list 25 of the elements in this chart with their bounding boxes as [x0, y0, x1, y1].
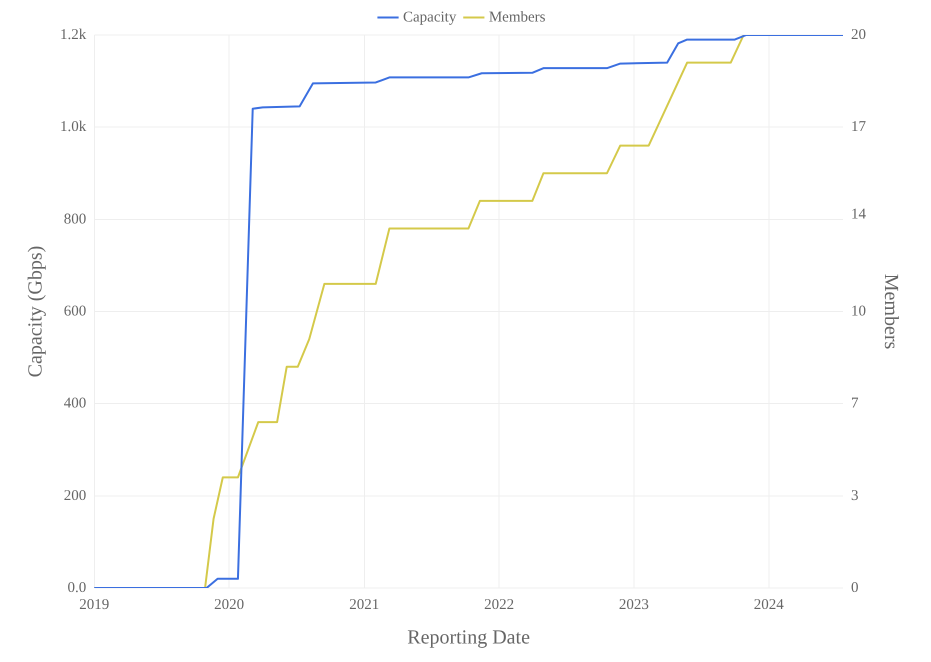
y2-tick-label: 20 — [851, 26, 866, 43]
y2-tick-label: 10 — [851, 303, 866, 320]
y-tick-label: 1.2k — [60, 26, 87, 43]
x-tick-label: 2023 — [618, 596, 649, 613]
y-axis-title: Capacity (Gbps) — [24, 246, 46, 378]
x-tick-label: 2024 — [754, 596, 784, 613]
y2-tick-label: 17 — [851, 119, 866, 136]
x-tick-label: 2021 — [349, 596, 380, 613]
y-tick-label: 800 — [64, 211, 86, 228]
y2-tick-label: 0 — [851, 580, 858, 596]
x-tick-label: 2020 — [214, 596, 244, 613]
y-tick-label: 0.0 — [68, 580, 86, 596]
y-tick-label: 1.0k — [60, 119, 87, 136]
legend-label: Capacity — [403, 9, 457, 26]
y-tick-label: 400 — [64, 396, 86, 412]
legend-label: Members — [488, 9, 546, 26]
x-tick-label: 2022 — [484, 596, 514, 613]
y2-tick-label: 14 — [851, 206, 866, 223]
y2-tick-label: 7 — [851, 396, 859, 412]
x-axis-title: Reporting Date — [407, 626, 530, 648]
y2-tick-label: 3 — [851, 488, 858, 504]
y-tick-label: 200 — [64, 488, 86, 504]
y2-axis-title: Members — [880, 274, 902, 350]
y-tick-label: 600 — [64, 303, 86, 320]
x-tick-label: 2019 — [79, 596, 110, 613]
